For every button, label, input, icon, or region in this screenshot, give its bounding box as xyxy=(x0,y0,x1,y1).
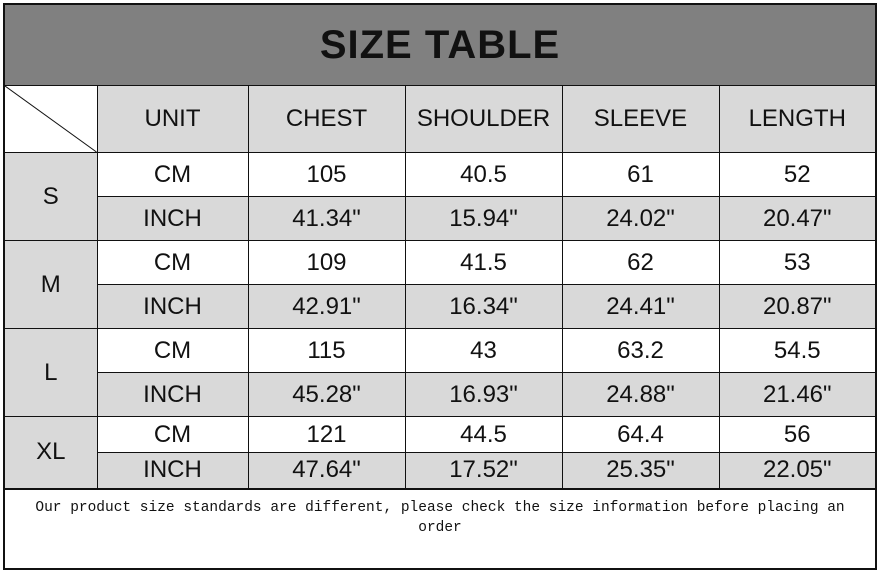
unit-cell: CM xyxy=(96,328,249,373)
unit-cell: INCH xyxy=(96,196,249,241)
value-cell: 24.02" xyxy=(561,196,720,241)
unit-cell: INCH xyxy=(96,372,249,417)
value-cell: 64.4 xyxy=(561,416,720,453)
header-sleeve: SLEEVE xyxy=(561,85,720,153)
table-row: XL CM 121 44.5 64.4 56 xyxy=(3,416,877,489)
size-label: XL xyxy=(3,416,98,489)
value-cell: 52 xyxy=(718,152,877,197)
value-cell: 21.46" xyxy=(718,372,877,417)
value-cell: 56 xyxy=(718,416,877,453)
value-cell: 17.52" xyxy=(404,452,563,489)
value-cell: 20.47" xyxy=(718,196,877,241)
unit-cell: CM xyxy=(96,152,249,197)
unit-cell: CM xyxy=(96,416,249,453)
value-cell: 105 xyxy=(247,152,406,197)
table-row: INCH 45.28" 16.93" 24.88" 21.46" xyxy=(4,372,877,417)
value-cell: 121 xyxy=(247,416,406,453)
value-cell: 45.28" xyxy=(247,372,406,417)
unit-cell: CM xyxy=(96,240,249,285)
value-cell: 42.91" xyxy=(247,284,406,329)
unit-cell: INCH xyxy=(96,452,249,489)
value-cell: 43 xyxy=(404,328,563,373)
value-cell: 22.05" xyxy=(718,452,877,489)
value-cell: 115 xyxy=(247,328,406,373)
value-cell: 44.5 xyxy=(404,416,563,453)
value-cell: 15.94" xyxy=(404,196,563,241)
value-cell: 109 xyxy=(247,240,406,285)
value-cell: 16.34" xyxy=(404,284,563,329)
value-cell: 54.5 xyxy=(718,328,877,373)
size-note: Our product size standards are different… xyxy=(2,487,878,570)
table-row: M CM 109 41.5 62 53 xyxy=(3,240,877,329)
table-row: L CM 115 43 63.2 54.5 xyxy=(3,328,877,417)
value-cell: 25.35" xyxy=(561,452,720,489)
value-cell: 62 xyxy=(561,240,720,285)
value-cell: 40.5 xyxy=(404,152,563,197)
value-cell: 47.64" xyxy=(247,452,406,489)
value-cell: 24.88" xyxy=(561,372,720,417)
header-chest: CHEST xyxy=(247,85,406,153)
header-unit: UNIT xyxy=(96,85,249,153)
value-cell: 41.34" xyxy=(247,196,406,241)
size-label: L xyxy=(3,328,98,417)
table-row: S CM 105 40.5 61 52 xyxy=(3,152,877,241)
value-cell: 16.93" xyxy=(404,372,563,417)
header-shoulder: SHOULDER xyxy=(404,85,563,153)
diagonal-corner-cell xyxy=(3,85,98,153)
value-cell: 61 xyxy=(561,152,720,197)
table-row: INCH 47.64" 17.52" 25.35" 22.05" xyxy=(4,452,877,489)
value-cell: 41.5 xyxy=(404,240,563,285)
table-row: INCH 42.91" 16.34" 24.41" 20.87" xyxy=(4,284,877,329)
value-cell: 63.2 xyxy=(561,328,720,373)
table-title: SIZE TABLE xyxy=(3,3,877,86)
value-cell: 53 xyxy=(718,240,877,285)
size-label: S xyxy=(3,152,98,241)
size-label: M xyxy=(3,240,98,329)
size-table: SIZE TABLE UNIT CHEST SHOULDER SLEEVE LE… xyxy=(2,3,878,570)
header-length: LENGTH xyxy=(718,85,877,153)
value-cell: 20.87" xyxy=(718,284,877,329)
unit-cell: INCH xyxy=(96,284,249,329)
value-cell: 24.41" xyxy=(561,284,720,329)
table-row: INCH 41.34" 15.94" 24.02" 20.47" xyxy=(4,196,877,241)
